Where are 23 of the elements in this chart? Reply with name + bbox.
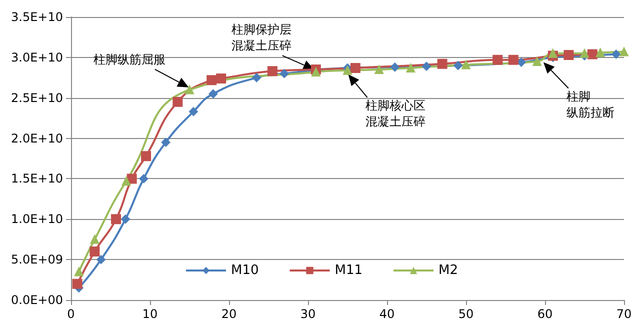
x-tick-label: 40 <box>379 307 395 321</box>
legend-label: M10 <box>231 263 259 278</box>
legend-label: M2 <box>438 263 458 278</box>
y-tick-label: 2.5E+10 <box>10 90 63 105</box>
annotation: 柱脚纵筋拉断 <box>566 89 614 120</box>
y-tick-label: 2.0E+10 <box>10 131 63 146</box>
y-tick-label: 1.0E+10 <box>10 212 63 226</box>
x-tick-label: 50 <box>458 307 474 321</box>
x-tick-label: 20 <box>221 307 237 321</box>
y-tick-label: 3.5E+10 <box>10 10 63 24</box>
y-tick-label: 1.5E+10 <box>10 172 63 186</box>
x-tick-label: 30 <box>300 307 316 321</box>
y-tick-label: 5.0E+09 <box>10 252 63 267</box>
legend-label: M11 <box>334 263 363 278</box>
x-tick-label: 10 <box>142 307 158 321</box>
annotation: 柱脚纵筋屈服 <box>94 52 166 66</box>
y-tick-label: 0.0E+00 <box>10 293 63 307</box>
x-tick-label: 0 <box>67 307 75 321</box>
annotation: 柱脚核心区混凝土压碎 <box>365 98 426 128</box>
x-tick-label: 70 <box>616 307 632 321</box>
y-tick-label: 3.0E+10 <box>10 50 63 64</box>
x-tick-label: 60 <box>537 307 553 321</box>
annotation: 柱脚保护层混凝土压碎 <box>231 22 292 53</box>
